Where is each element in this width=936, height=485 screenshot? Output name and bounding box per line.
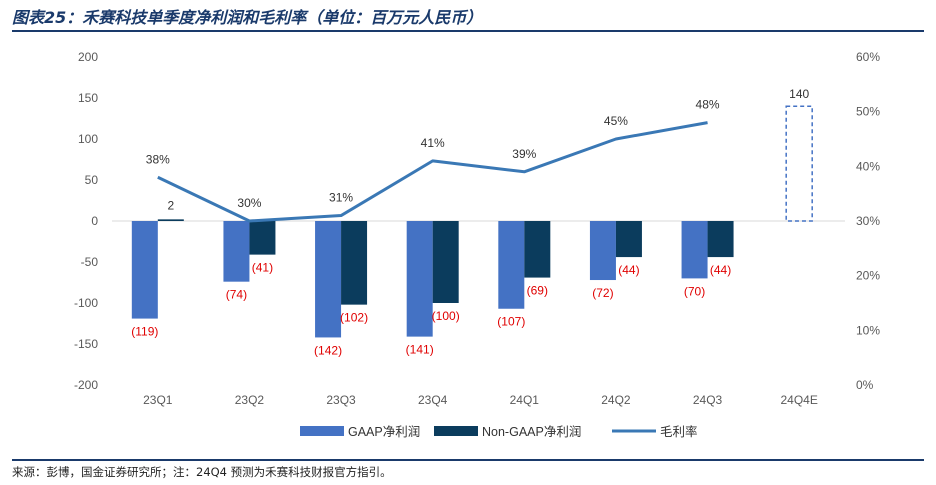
gaap-bar-label: (107)	[497, 315, 525, 329]
margin-point-label: 48%	[696, 98, 720, 112]
nongaap-bar-label: 2	[167, 198, 174, 212]
x-tick-label: 24Q1	[510, 393, 540, 407]
gaap-bar	[315, 221, 342, 338]
right-tick-label: 60%	[856, 50, 880, 64]
gaap-bar-label: (74)	[226, 288, 247, 302]
right-tick-label: 50%	[856, 105, 880, 119]
legend-label-margin: 毛利率	[660, 424, 698, 439]
x-tick-label: 24Q2	[601, 393, 631, 407]
estimate-bar	[785, 105, 813, 222]
gaap-bar-label: (72)	[592, 286, 613, 300]
left-tick-label: -100	[74, 296, 98, 310]
right-tick-label: 40%	[856, 159, 880, 173]
right-tick-label: 30%	[856, 214, 880, 228]
data-labels: (119) 2 (74) (41) (142) (102) (141) (100) (107) (…	[131, 87, 809, 357]
nongaap-bar	[615, 221, 642, 258]
x-tick-label: 23Q1	[143, 393, 173, 407]
gaap-bar	[223, 221, 250, 282]
right-tick-label: 0%	[856, 378, 874, 392]
nongaap-bar	[707, 221, 734, 258]
gaap-bar	[131, 221, 158, 319]
estimate-bar-label: 140	[789, 87, 809, 101]
right-tick-label: 10%	[856, 323, 880, 337]
right-axis-ticks: 60% 50% 40% 30% 20% 10% 0%	[856, 50, 880, 392]
nongaap-bar-label: (44)	[618, 263, 639, 277]
x-axis-ticks: 23Q1 23Q2 23Q3 23Q4 24Q1 24Q2 24Q3 24Q4E	[143, 393, 818, 407]
gaap-bar	[498, 221, 525, 309]
nongaap-bar-label: (100)	[432, 309, 460, 323]
nongaap-bar-label: (69)	[527, 284, 548, 298]
nongaap-bar-label: (41)	[252, 261, 273, 275]
margin-point-label: 38%	[146, 152, 170, 166]
gaap-bar	[589, 221, 616, 281]
margin-line	[157, 121, 708, 223]
left-tick-label: -50	[81, 255, 99, 269]
margin-point-label: 31%	[329, 191, 353, 205]
nongaap-bar	[341, 221, 368, 305]
legend-label-nongaap: Non-GAAP净利润	[482, 425, 581, 439]
right-tick-label: 20%	[856, 269, 880, 283]
left-tick-label: 0	[91, 214, 98, 228]
gaap-bar-label: (70)	[684, 284, 705, 298]
nongaap-bar	[157, 219, 184, 221]
source-divider	[12, 459, 924, 461]
source-note: 来源：彭博，国金证券研究所；注：24Q4 预测为禾赛科技财报官方指引。	[12, 465, 392, 479]
legend-label-gaap: GAAP净利润	[348, 425, 420, 439]
margin-line-path	[157, 121, 708, 223]
x-tick-label: 24Q4E	[781, 393, 818, 407]
margin-point-label: 41%	[421, 136, 445, 150]
chart-title: 图表25：禾赛科技单季度净利润和毛利率（单位：百万元人民币）	[12, 8, 483, 27]
left-tick-label: 50	[85, 173, 99, 187]
x-tick-label: 23Q2	[235, 393, 265, 407]
margin-point-label: 39%	[512, 147, 536, 161]
left-tick-label: 150	[78, 91, 98, 105]
gaap-bar-label: (142)	[314, 343, 342, 357]
title-divider	[12, 30, 924, 32]
gaap-bar	[681, 221, 708, 279]
left-tick-label: -200	[74, 378, 98, 392]
legend: GAAP净利润 Non-GAAP净利润 毛利率	[300, 424, 698, 439]
left-tick-label: 200	[78, 50, 98, 64]
gaap-bar-label: (141)	[406, 343, 434, 357]
legend-swatch-gaap	[300, 426, 344, 436]
left-tick-label: -150	[74, 337, 98, 351]
gaap-bar-label: (119)	[131, 325, 158, 339]
margin-point-label: 45%	[604, 114, 628, 128]
gaap-bar	[406, 221, 433, 337]
x-tick-label: 24Q3	[693, 393, 723, 407]
nongaap-bar	[432, 221, 459, 303]
x-tick-label: 23Q4	[418, 393, 448, 407]
nongaap-bar-label: (102)	[340, 311, 368, 325]
bars	[131, 105, 813, 338]
nongaap-bar	[524, 221, 551, 278]
x-tick-label: 23Q3	[326, 393, 356, 407]
left-axis-ticks: 200 150 100 50 0 -50 -100 -150 -200	[74, 50, 98, 392]
margin-point-label: 30%	[237, 196, 261, 210]
nongaap-bar-label: (44)	[710, 263, 731, 277]
nongaap-bar	[249, 221, 276, 255]
legend-swatch-nongaap	[434, 426, 478, 436]
left-tick-label: 100	[78, 132, 98, 146]
